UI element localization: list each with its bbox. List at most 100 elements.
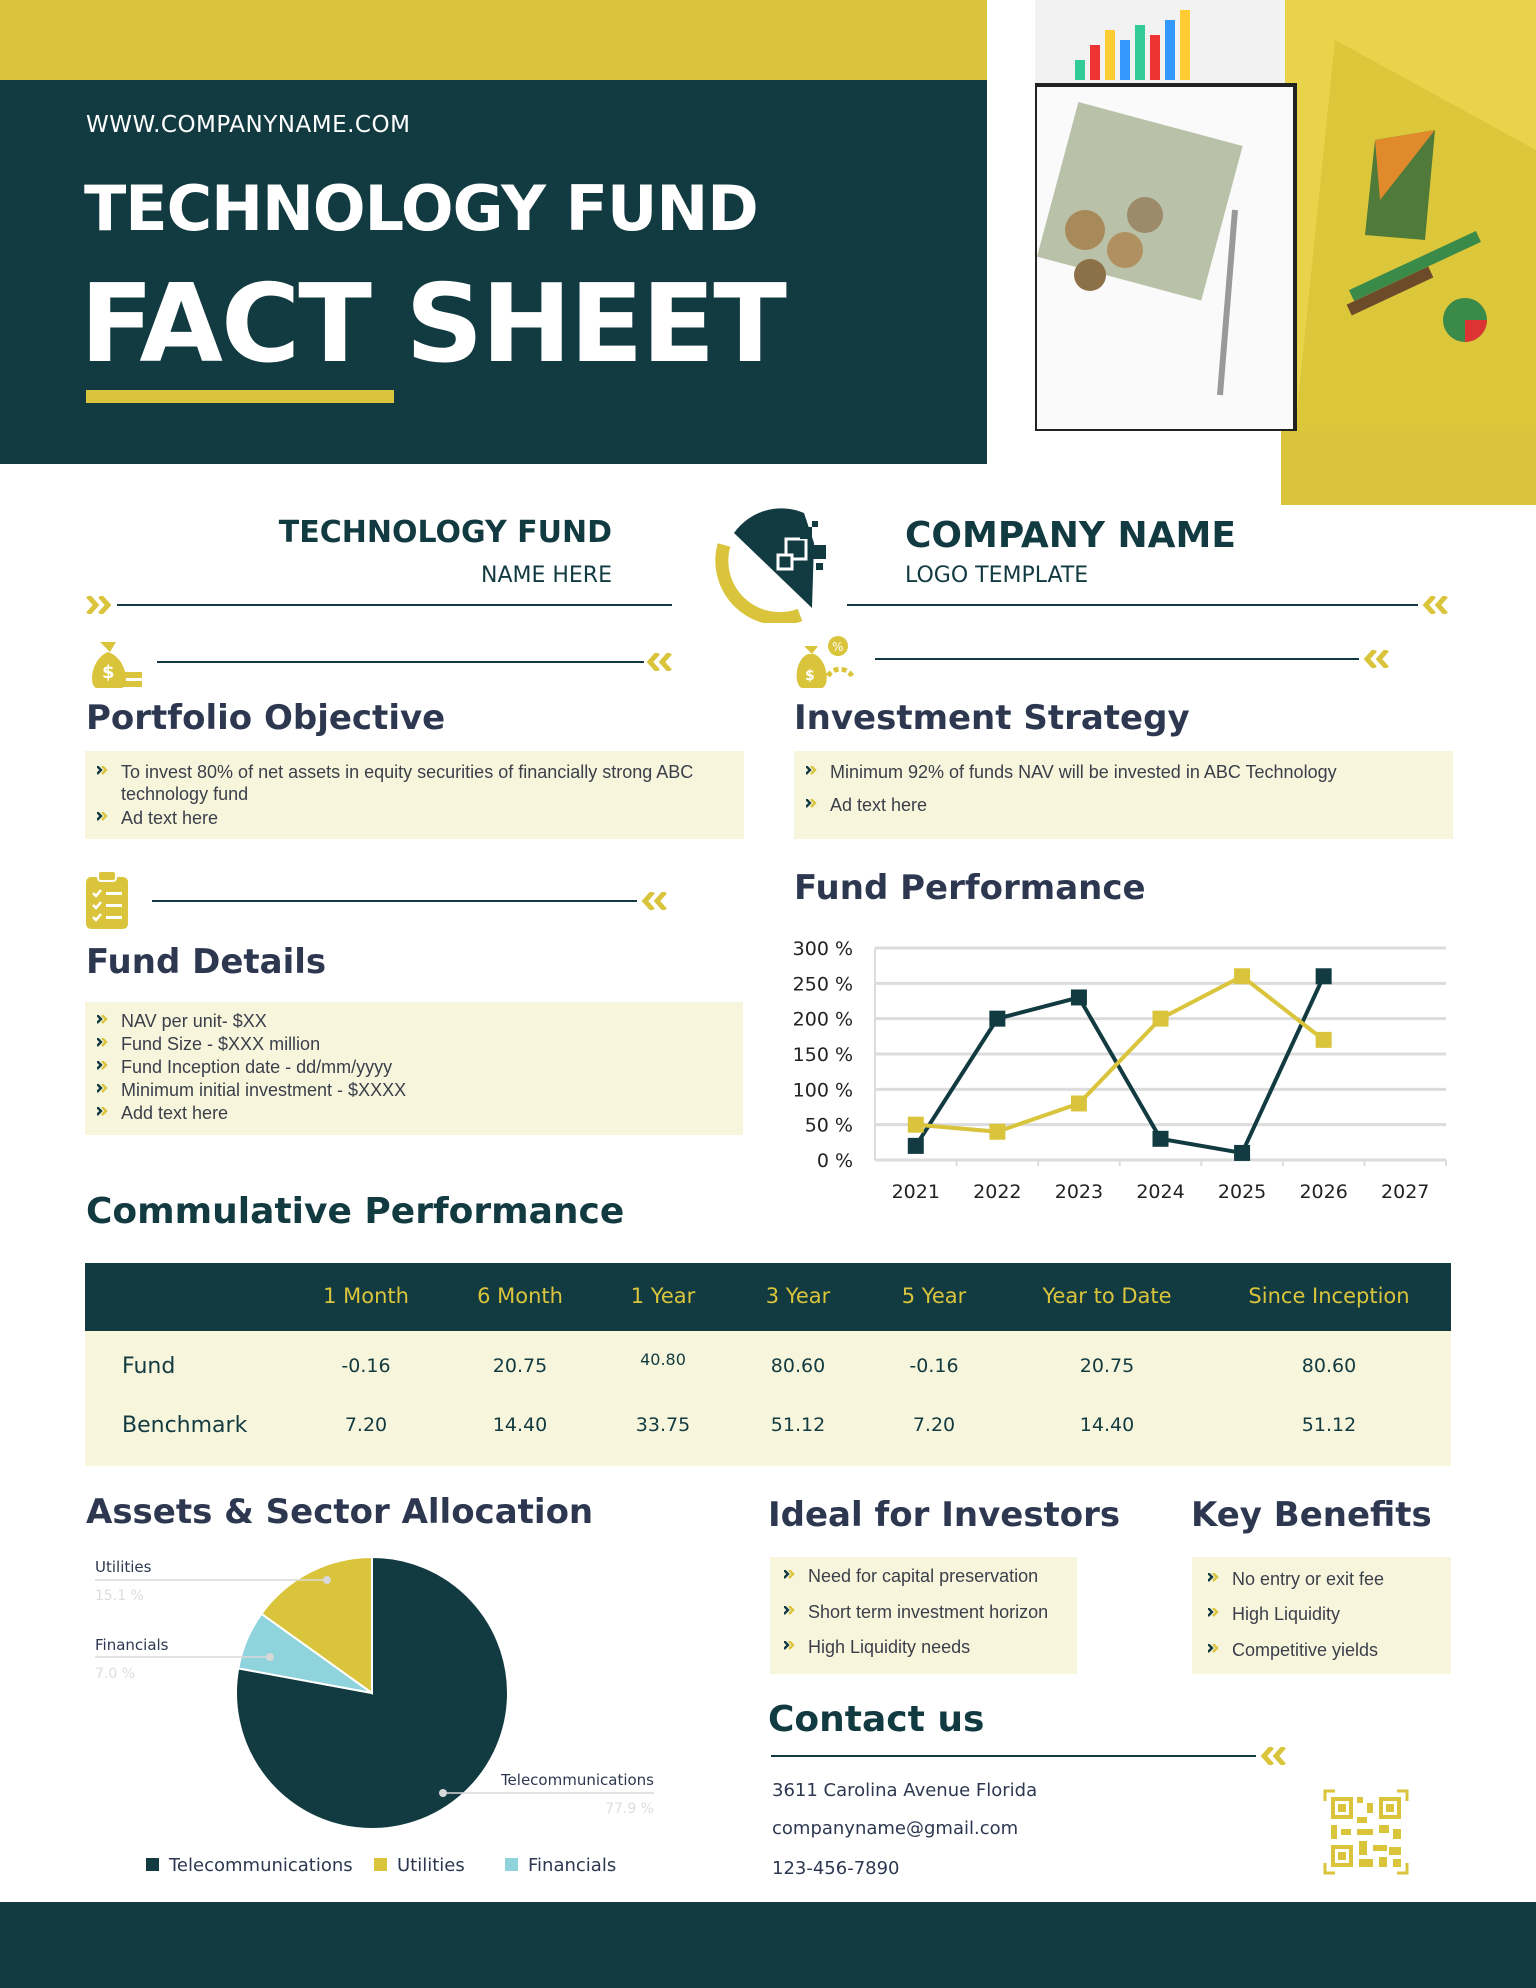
top-accent-bar <box>0 0 987 80</box>
cumulative-performance-title: Commulative Performance <box>86 1191 625 1232</box>
website-url[interactable]: WWW.COMPANYNAME.COM <box>86 112 411 138</box>
list-item: NAV per unit- $XX <box>97 1010 267 1032</box>
table-cell: 14.40 <box>492 1414 548 1436</box>
title-line1: TECHNOLOGY FUND <box>84 172 759 245</box>
data-point <box>1070 989 1087 1006</box>
list-item: Need for capital preservation <box>784 1565 1038 1587</box>
bullet-icon <box>1208 1644 1219 1653</box>
bullet-icon <box>97 1061 108 1070</box>
fund-name-sub: NAME HERE <box>480 563 612 588</box>
leader-dot <box>323 1576 331 1584</box>
x-tick-label: 2021 <box>892 1181 940 1203</box>
series-line <box>914 975 1326 1156</box>
chevron-left-icon <box>1260 1747 1288 1765</box>
list-item: Fund Inception date - dd/mm/yyyy <box>97 1056 392 1078</box>
slice-value: 15.1 % <box>95 1588 144 1604</box>
accent-block <box>1281 431 1536 505</box>
x-tick-label: 2027 <box>1381 1181 1429 1203</box>
footer-bar <box>0 1902 1536 1988</box>
bullet-icon <box>97 1084 108 1093</box>
bullet-icon <box>97 1107 108 1116</box>
column-header: Since Inception <box>1248 1284 1410 1308</box>
list-item: To invest 80% of net assets in equity se… <box>97 761 717 805</box>
portfolio-objective-title: Portfolio Objective <box>86 698 446 738</box>
column-header: 3 Year <box>765 1284 831 1308</box>
list-item: Ad text here <box>806 794 927 816</box>
column-header: 5 Year <box>901 1284 967 1308</box>
data-point <box>907 1137 924 1154</box>
divider <box>157 661 644 663</box>
y-tick-label: 0 % <box>817 1150 853 1172</box>
fund-details-title: Fund Details <box>86 942 327 982</box>
contact-address: 3611 Carolina Avenue Florida <box>772 1780 1038 1801</box>
slice-label: Utilities <box>95 1558 152 1576</box>
portfolio-objective-box: To invest 80% of net assets in equity se… <box>85 751 744 839</box>
page-title: FACT SHEET <box>80 262 787 387</box>
legend-label: Utilities <box>397 1855 465 1876</box>
ideal-investors-title: Ideal for Investors <box>768 1495 1121 1535</box>
table-cell: 33.75 <box>635 1414 691 1436</box>
row-label: Fund <box>122 1354 176 1379</box>
data-point <box>989 1010 1006 1027</box>
chevron-left-icon <box>1422 596 1450 614</box>
divider <box>847 604 1418 606</box>
y-tick-label: 300 % <box>793 938 853 960</box>
chevron-left-icon <box>641 892 669 910</box>
column-header: 1 Month <box>323 1284 409 1308</box>
table-cell: 80.60 <box>1301 1355 1357 1377</box>
divider <box>152 900 637 902</box>
table-cell: 51.12 <box>770 1414 826 1436</box>
company-name: COMPANY NAME <box>905 515 1236 556</box>
clipboard-icon <box>86 871 128 929</box>
fund-name: TECHNOLOGY FUND <box>278 515 612 550</box>
data-point <box>1234 968 1251 985</box>
svg-text:$: $ <box>102 662 115 683</box>
table-cell: 20.75 <box>1079 1355 1135 1377</box>
fund-performance-title: Fund Performance <box>794 868 1146 908</box>
bullet-icon <box>784 1606 795 1615</box>
bullet-icon <box>784 1570 795 1579</box>
leader-dot <box>439 1789 447 1797</box>
title-underline <box>86 390 394 403</box>
list-item: Minimum initial investment - $XXXX <box>97 1079 406 1101</box>
slice-label: Telecommunications <box>500 1771 654 1789</box>
row-label: Benchmark <box>122 1413 248 1438</box>
bullet-icon <box>97 1015 108 1024</box>
list-item: No entry or exit fee <box>1208 1568 1384 1590</box>
legend-label: Financials <box>528 1855 616 1876</box>
company-logo <box>704 503 834 627</box>
divider <box>117 604 672 606</box>
investment-strategy-box: Minimum 92% of funds NAV will be investe… <box>794 751 1453 839</box>
chevron-left-icon <box>646 653 674 671</box>
table-cell: -0.16 <box>909 1355 959 1377</box>
y-tick-label: 250 % <box>793 973 853 995</box>
investment-icon: $ % <box>796 636 854 688</box>
fund-details-box: NAV per unit- $XX Fund Size - $XXX milli… <box>85 1002 743 1135</box>
qr-code-icon[interactable] <box>1323 1789 1409 1875</box>
bullet-icon <box>784 1641 795 1650</box>
list-item: Short term investment horizon <box>784 1601 1048 1623</box>
table-cell: 20.75 <box>492 1355 548 1377</box>
divider <box>771 1755 1256 1757</box>
data-point <box>1234 1144 1251 1161</box>
slice-value: 77.9 % <box>605 1801 654 1817</box>
data-point <box>1315 968 1332 985</box>
x-tick-label: 2025 <box>1218 1181 1266 1203</box>
table-cell: -0.16 <box>341 1355 391 1377</box>
bullet-icon <box>806 766 817 775</box>
x-tick-label: 2022 <box>973 1181 1021 1203</box>
bullet-icon <box>1208 1573 1219 1582</box>
slice-value: 7.0 % <box>95 1666 135 1682</box>
column-header: 1 Year <box>630 1284 696 1308</box>
table-cell: 14.40 <box>1079 1414 1135 1436</box>
data-point <box>1152 1010 1169 1027</box>
contact-phone[interactable]: 123-456-7890 <box>772 1858 900 1879</box>
pie-slice <box>260 1555 373 1695</box>
investment-strategy-title: Investment Strategy <box>794 698 1190 738</box>
divider <box>875 658 1359 660</box>
list-item: Minimum 92% of funds NAV will be investe… <box>806 761 1337 783</box>
y-tick-label: 50 % <box>805 1115 853 1137</box>
contact-email[interactable]: companyname@gmail.com <box>772 1818 1019 1839</box>
table-cell: 51.12 <box>1301 1414 1357 1436</box>
x-tick-label: 2023 <box>1055 1181 1103 1203</box>
